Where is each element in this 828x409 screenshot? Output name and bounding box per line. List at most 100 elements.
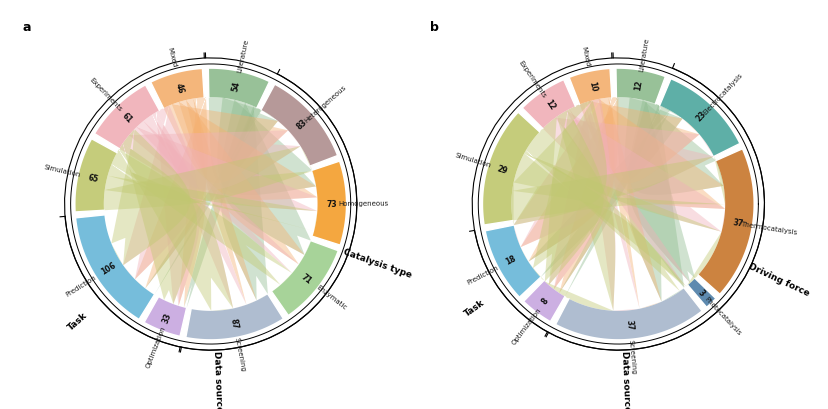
Text: Thermocatalysis: Thermocatalysis (739, 220, 797, 235)
Text: Enzymatic: Enzymatic (315, 284, 347, 311)
Polygon shape (626, 101, 683, 302)
Text: Task: Task (66, 310, 89, 332)
Text: Data source: Data source (212, 350, 223, 409)
Text: Screening: Screening (233, 336, 245, 371)
Polygon shape (555, 111, 724, 232)
Polygon shape (520, 98, 618, 262)
Polygon shape (624, 99, 723, 196)
Polygon shape (659, 80, 739, 157)
Polygon shape (111, 150, 233, 311)
Text: 73: 73 (326, 199, 337, 208)
Text: Photocatalysis: Photocatalysis (702, 295, 741, 336)
Text: a: a (22, 21, 31, 34)
Text: 71: 71 (299, 272, 313, 285)
Text: 29: 29 (495, 164, 508, 175)
Polygon shape (76, 216, 154, 319)
Polygon shape (522, 81, 575, 129)
Polygon shape (179, 101, 304, 265)
Polygon shape (483, 113, 539, 225)
Polygon shape (542, 118, 713, 190)
Text: 8: 8 (540, 296, 550, 306)
Polygon shape (615, 70, 664, 104)
Polygon shape (108, 165, 291, 285)
Text: Catalysis type: Catalysis type (342, 247, 412, 279)
Polygon shape (184, 107, 255, 308)
Polygon shape (697, 150, 753, 294)
Polygon shape (556, 288, 700, 339)
Text: 37: 37 (623, 319, 633, 330)
Text: 33: 33 (161, 310, 173, 324)
Polygon shape (145, 108, 262, 295)
Polygon shape (485, 226, 540, 297)
Polygon shape (566, 110, 690, 288)
Polygon shape (311, 162, 345, 245)
Polygon shape (523, 281, 564, 321)
Polygon shape (75, 140, 117, 212)
Text: Simulation: Simulation (43, 164, 81, 178)
Polygon shape (548, 102, 607, 290)
Polygon shape (569, 70, 611, 105)
Text: Literature: Literature (638, 37, 649, 72)
Text: 61: 61 (120, 110, 134, 124)
Text: Mixed: Mixed (580, 45, 590, 67)
Text: Screening: Screening (627, 338, 636, 373)
Polygon shape (209, 98, 277, 181)
Text: Task: Task (462, 297, 486, 318)
Text: 83: 83 (294, 118, 308, 132)
Text: 12: 12 (633, 80, 643, 91)
Text: Mixed: Mixed (166, 47, 177, 68)
Text: Prediction: Prediction (465, 264, 499, 285)
Text: Literature: Literature (236, 39, 249, 73)
Text: Optimization: Optimization (145, 324, 166, 368)
Text: Homogeneous: Homogeneous (338, 200, 388, 207)
Text: 10: 10 (586, 81, 597, 93)
Polygon shape (151, 70, 204, 109)
Polygon shape (220, 103, 267, 301)
Text: Heterogeneous: Heterogeneous (303, 84, 347, 124)
Text: Simulation: Simulation (453, 152, 491, 169)
Text: 54: 54 (231, 81, 242, 92)
Polygon shape (123, 106, 197, 280)
Polygon shape (589, 100, 724, 209)
Text: 106: 106 (99, 261, 117, 276)
Text: Experiments: Experiments (517, 59, 546, 99)
Text: 46: 46 (174, 82, 185, 94)
Polygon shape (95, 86, 159, 149)
Polygon shape (628, 101, 694, 283)
Polygon shape (579, 102, 699, 184)
Polygon shape (532, 110, 603, 285)
Polygon shape (178, 99, 205, 308)
Text: Experiments: Experiments (88, 77, 123, 112)
Polygon shape (143, 115, 246, 309)
Polygon shape (616, 98, 681, 181)
Polygon shape (569, 103, 639, 311)
Polygon shape (129, 128, 317, 211)
Text: Optimization: Optimization (510, 306, 542, 345)
Polygon shape (523, 151, 685, 292)
Polygon shape (163, 105, 288, 184)
Text: Electrocatalysis: Electrocatalysis (700, 72, 743, 116)
Text: Driving force: Driving force (746, 261, 810, 298)
Polygon shape (171, 103, 317, 200)
Polygon shape (512, 154, 720, 287)
Polygon shape (261, 85, 336, 166)
Polygon shape (152, 113, 200, 306)
Text: 37: 37 (731, 218, 743, 228)
Polygon shape (185, 294, 282, 339)
Text: 18: 18 (503, 254, 517, 266)
Polygon shape (511, 157, 724, 221)
Polygon shape (598, 98, 661, 309)
Polygon shape (208, 70, 269, 108)
Polygon shape (525, 117, 614, 311)
Polygon shape (272, 241, 337, 315)
Polygon shape (553, 98, 614, 293)
Text: 23: 23 (693, 110, 707, 124)
Polygon shape (217, 99, 315, 196)
Polygon shape (687, 279, 715, 307)
Polygon shape (119, 131, 301, 190)
Polygon shape (118, 144, 197, 304)
Polygon shape (527, 107, 670, 278)
Polygon shape (221, 101, 310, 255)
Text: 65: 65 (86, 173, 99, 184)
Text: 12: 12 (542, 98, 556, 112)
